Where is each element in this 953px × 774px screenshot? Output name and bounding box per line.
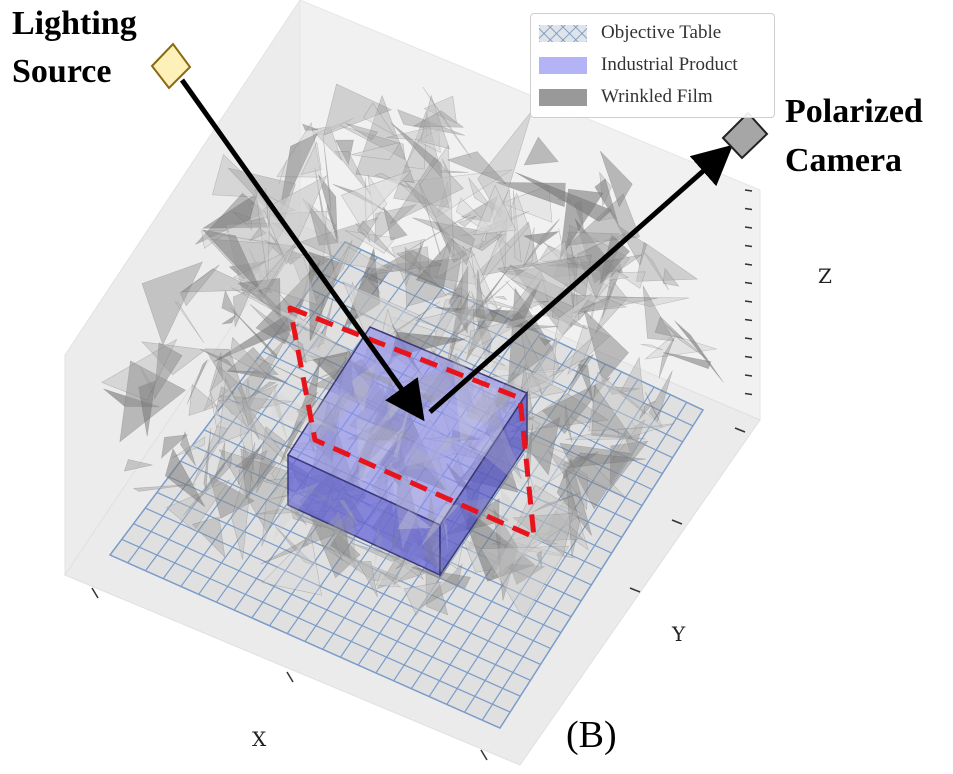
legend-label: Objective Table [601,22,722,43]
industrial-product-swatch [539,56,587,74]
panel-label: (B) [566,714,617,756]
legend-item-wrinkled-film: Wrinkled Film [539,86,713,108]
legend: Objective Table Industrial Product Wrink… [530,13,775,118]
wrinkled-film-swatch [539,88,587,106]
legend-item-industrial-product: Industrial Product [539,54,738,76]
legend-label: Industrial Product [601,54,738,75]
wrinkled-film [101,83,724,619]
incident-light-arrow [179,78,425,422]
z-axis-label: Z [818,264,832,288]
legend-label: Wrinkled Film [601,86,713,107]
y-axis-label: Y [672,622,686,646]
polarized-camera-icon [721,111,769,160]
legend-item-objective-table: Objective Table [539,22,721,44]
lighting-source-label-line1: Lighting [12,5,137,42]
lighting-source-label-line2: Source [12,53,112,90]
x-axis-ticks [91,587,488,761]
y-axis-ticks [629,427,746,593]
reflected-light-arrow [428,144,733,414]
polarized-camera-label-line2: Camera [785,142,903,179]
z-axis-ticks [744,189,753,396]
polarized-camera-label-line1: Polarized [785,93,923,130]
x-axis-label: X [252,727,267,751]
objective-table-swatch [539,24,587,42]
lighting-source-icon [150,42,192,90]
